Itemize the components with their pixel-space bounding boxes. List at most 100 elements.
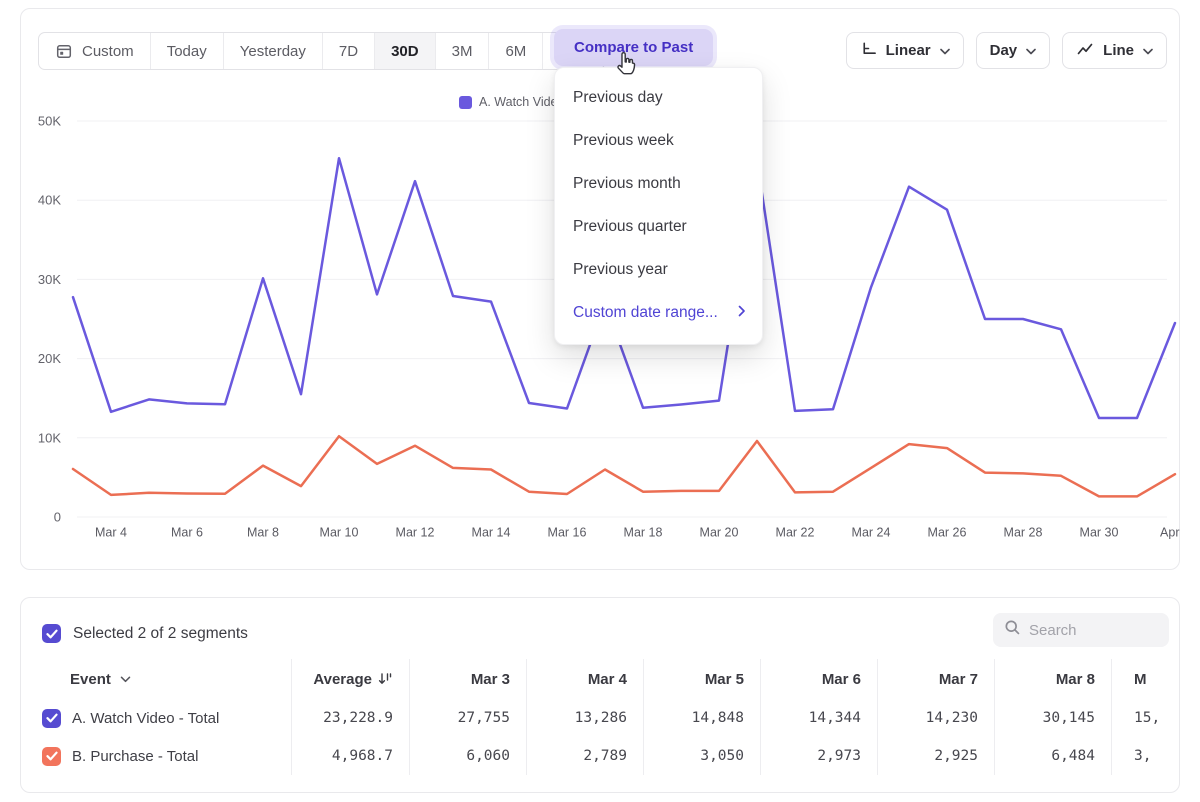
chart-card: 0 10K 20K 30K 40K 50K Mar 4 Mar 6 Mar 8 Mar 10 Mar… [20, 8, 1181, 570]
date-column-header: Mar 5 [643, 659, 760, 699]
range-label: 6M [505, 42, 527, 60]
event-column-header[interactable]: Event [21, 659, 291, 699]
compare-to-past-button[interactable]: Compare to Past [554, 29, 714, 66]
x-tick: Apr 1 [1160, 526, 1181, 540]
date-column-header: Mar 6 [760, 659, 877, 699]
average-cell: 23,228.9 [291, 699, 409, 737]
menu-item-previous-month[interactable]: Previous month [573, 174, 681, 192]
value-cell: 27,755 [409, 699, 526, 737]
y-tick: 20K [38, 351, 61, 366]
x-tick: Mar 4 [95, 526, 127, 540]
y-tick: 40K [38, 193, 61, 208]
range-label: 7D [338, 42, 359, 60]
x-tick: Mar 26 [928, 526, 967, 540]
value-cell: 6,484 [994, 737, 1111, 775]
value-cell: 14,344 [760, 699, 877, 737]
selected-segments-label: Selected 2 of 2 segments [73, 624, 248, 642]
value-cell: 3, [1111, 737, 1179, 775]
range-label: 30D [391, 42, 419, 60]
chevron-down-icon [1143, 42, 1153, 59]
x-tick: Mar 18 [624, 526, 663, 540]
compare-to-past-menu: Previous day Previous week Previous month P… [554, 67, 763, 345]
menu-item-previous-week[interactable]: Previous week [573, 131, 674, 149]
y-tick: 50K [38, 114, 61, 129]
date-column-header: Mar 4 [526, 659, 643, 699]
range-yesterday[interactable]: Yesterday [222, 33, 322, 69]
date-column-header: M [1111, 659, 1179, 699]
sort-descending-icon [378, 672, 393, 686]
chevron-down-icon [939, 42, 950, 59]
value-cell: 3,050 [643, 737, 760, 775]
scale-dropdown[interactable]: Linear [845, 32, 964, 69]
range-30d[interactable]: 30D [374, 33, 435, 69]
range-3m[interactable]: 3M [434, 33, 489, 69]
table-row-a-watch-video-total: A. Watch Video - Total 23,228.9 27,755 13,2… [21, 699, 1179, 737]
x-tick: Mar 20 [700, 526, 739, 540]
range-today[interactable]: Today [149, 33, 223, 69]
event-header-label: Event [70, 670, 111, 688]
chevron-right-icon [738, 304, 746, 322]
event-cell: A. Watch Video - Total [21, 699, 291, 737]
average-cell: 4,968.7 [291, 737, 409, 775]
search-icon [1004, 619, 1021, 641]
series-a-watch-video-total [71, 156, 1177, 420]
legend-swatch [459, 95, 472, 109]
menu-item-previous-year[interactable]: Previous year [573, 260, 668, 278]
range-7d[interactable]: 7D [321, 33, 374, 69]
average-column-header[interactable]: Average [291, 659, 409, 699]
event-cell: B. Purchase - Total [21, 737, 291, 775]
selected-segments-row: Selected 2 of 2 segments [42, 624, 248, 643]
x-tick: Mar 12 [396, 526, 435, 540]
segment-checkbox[interactable] [42, 708, 61, 728]
date-column-header: Mar 8 [994, 659, 1111, 699]
x-tick: Mar 22 [776, 526, 815, 540]
chevron-down-icon [1026, 42, 1036, 59]
menu-item-custom-date-range[interactable]: Custom date range... [555, 291, 762, 334]
x-tick: Mar 14 [472, 526, 511, 540]
date-column-header: Mar 7 [877, 659, 994, 699]
search-input[interactable] [1029, 621, 1159, 639]
segments-card: Selected 2 of 2 segments EventAverageMar… [20, 597, 1180, 793]
menu-item-previous-quarter[interactable]: Previous quarter [573, 217, 687, 235]
range-label: Custom [82, 42, 134, 60]
x-tick: Mar 10 [320, 526, 359, 540]
range-label: 3M [451, 42, 473, 60]
series-b-purchase-total [71, 434, 1177, 498]
calendar-icon [55, 42, 73, 60]
range-custom[interactable]: Custom [39, 33, 150, 69]
chevron-down-icon [120, 676, 131, 683]
value-cell: 30,145 [994, 699, 1111, 737]
segment-label: B. Purchase - Total [72, 747, 199, 765]
date-range-control: CustomTodayYesterday7D30D3M6M12M [38, 32, 606, 70]
y-tick: 30K [38, 272, 61, 287]
cursor-hand-icon [614, 50, 639, 82]
x-tick: Mar 16 [548, 526, 587, 540]
value-cell: 2,925 [877, 737, 994, 775]
value-cell: 15, [1111, 699, 1179, 737]
range-6m[interactable]: 6M [488, 33, 542, 69]
x-tick: Mar 24 [852, 526, 891, 540]
line-chart-icon [1076, 41, 1094, 61]
axis-scale-icon [860, 40, 877, 61]
segments-search [993, 613, 1169, 647]
range-label: Yesterday [239, 42, 306, 60]
table-header-row: Event Average Mar 3 Mar 4 Mar 5 Mar 6 Mar 7 Mar… [21, 659, 1179, 699]
x-tick: Mar 28 [1004, 526, 1043, 540]
value-cell: 14,848 [643, 699, 760, 737]
value-cell: 6,060 [409, 737, 526, 775]
date-column-header: Mar 3 [409, 659, 526, 699]
value-cell: 2,789 [526, 737, 643, 775]
x-tick: Mar 8 [247, 526, 279, 540]
menu-item-previous-day[interactable]: Previous day [573, 88, 663, 106]
custom-date-range-label: Custom date range... [573, 303, 718, 321]
table-row-b-purchase-total: B. Purchase - Total 4,968.7 6,060 2,789 3,05… [21, 737, 1179, 775]
select-all-checkbox[interactable] [42, 624, 61, 643]
value-cell: 2,973 [760, 737, 877, 775]
chart-controls: Linear Day Line [845, 32, 1167, 69]
range-label: Today [166, 42, 207, 60]
interval-dropdown[interactable]: Day [975, 32, 1051, 69]
segment-checkbox[interactable] [42, 746, 61, 766]
chart-type-dropdown[interactable]: Line [1062, 32, 1167, 69]
y-tick: 10K [38, 430, 61, 445]
value-cell: 14,230 [877, 699, 994, 737]
